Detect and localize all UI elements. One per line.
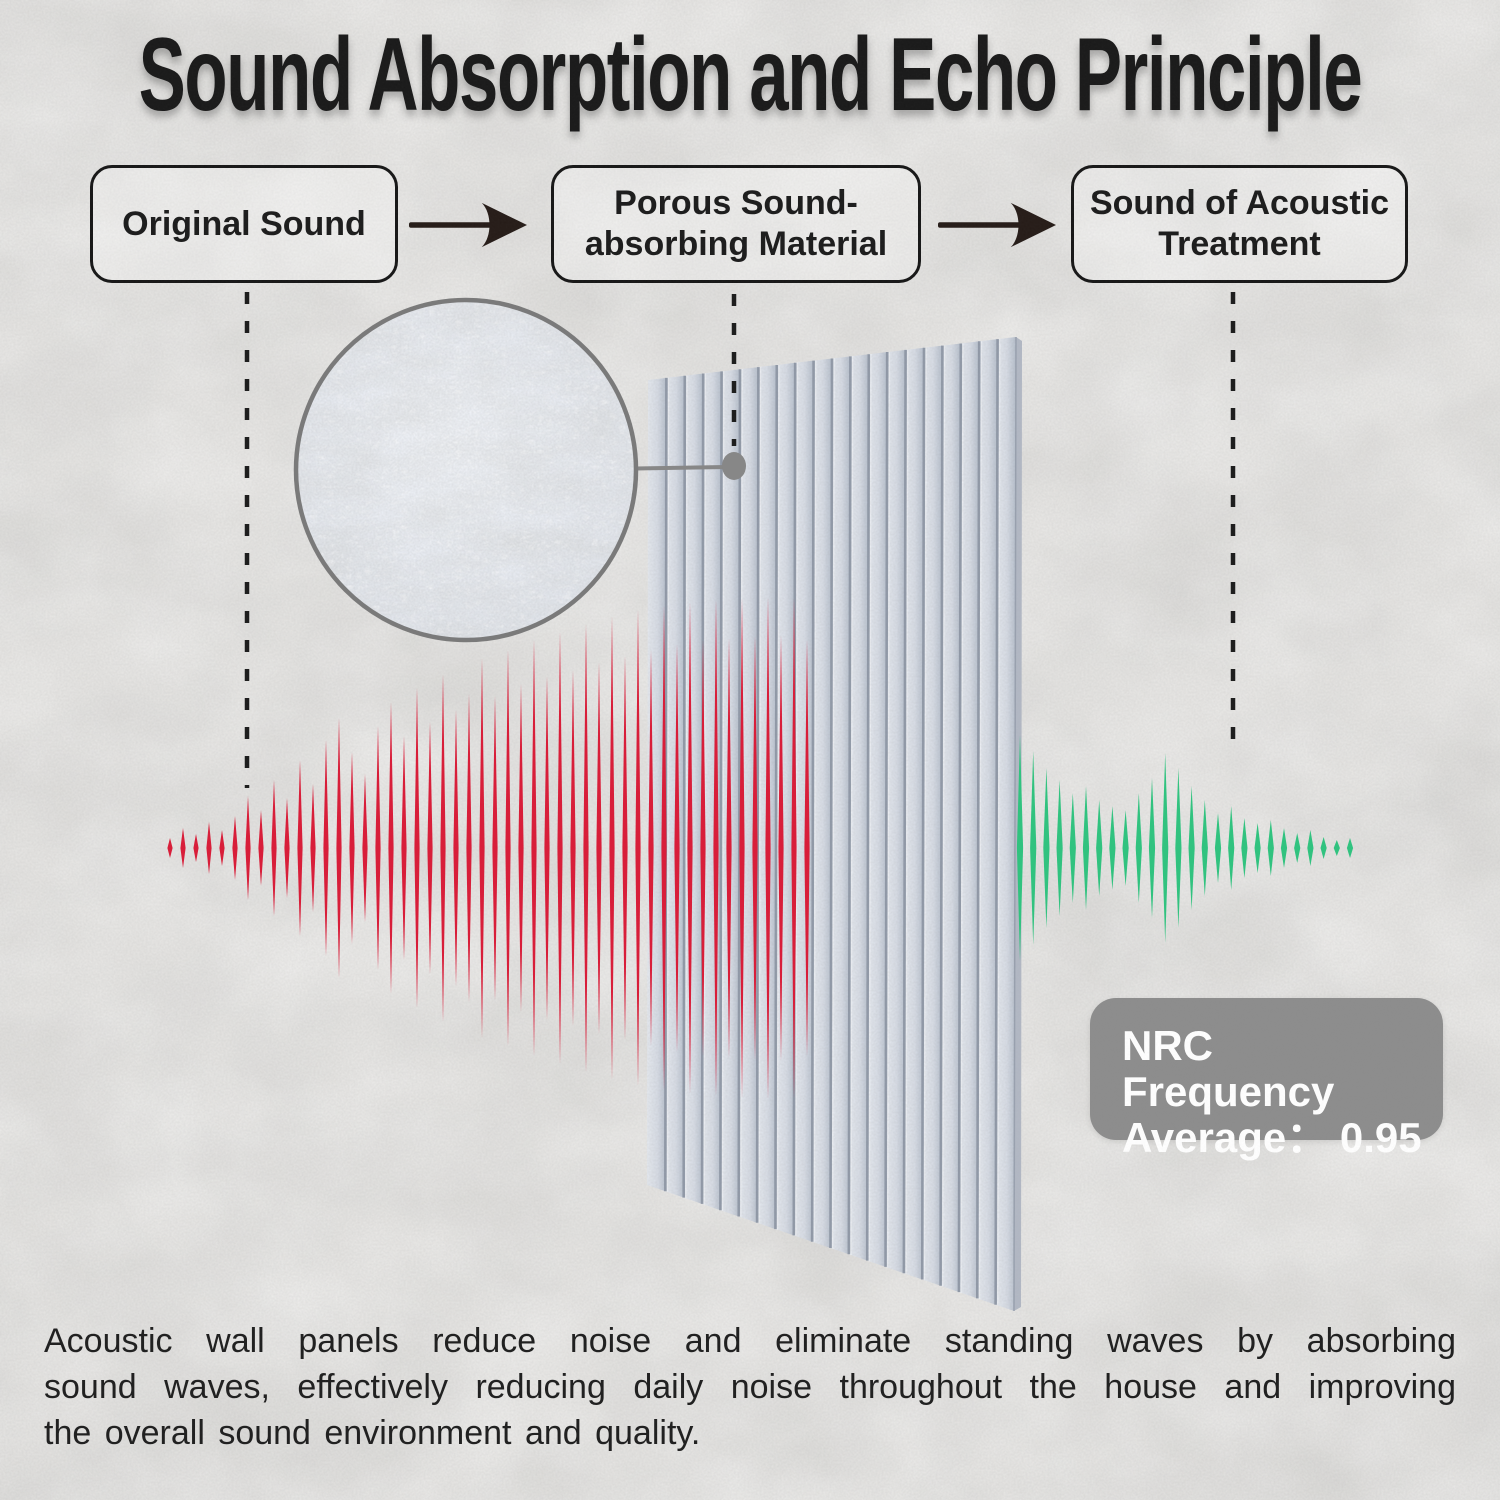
acoustic-panel (647, 336, 1022, 1312)
material-pointer-dot (722, 452, 746, 480)
description-paragraph: Acoustic wall panels reduce noise and el… (44, 1318, 1456, 1456)
paragraph-line: sound waves, effectively reducing daily … (44, 1368, 1456, 1406)
paragraph-line: the overall sound environment and qualit… (44, 1414, 701, 1452)
material-zoom-circle (293, 297, 639, 643)
nrc-badge: NRC Frequency Average： 0.95 (1090, 998, 1443, 1161)
nrc-line: Average： 0.95 (1122, 1114, 1422, 1161)
treated-sound-wave (1016, 735, 1354, 961)
nrc-line: NRC Frequency (1122, 1022, 1335, 1115)
paragraph-line: Acoustic wall panels reduce noise and el… (44, 1322, 1456, 1360)
